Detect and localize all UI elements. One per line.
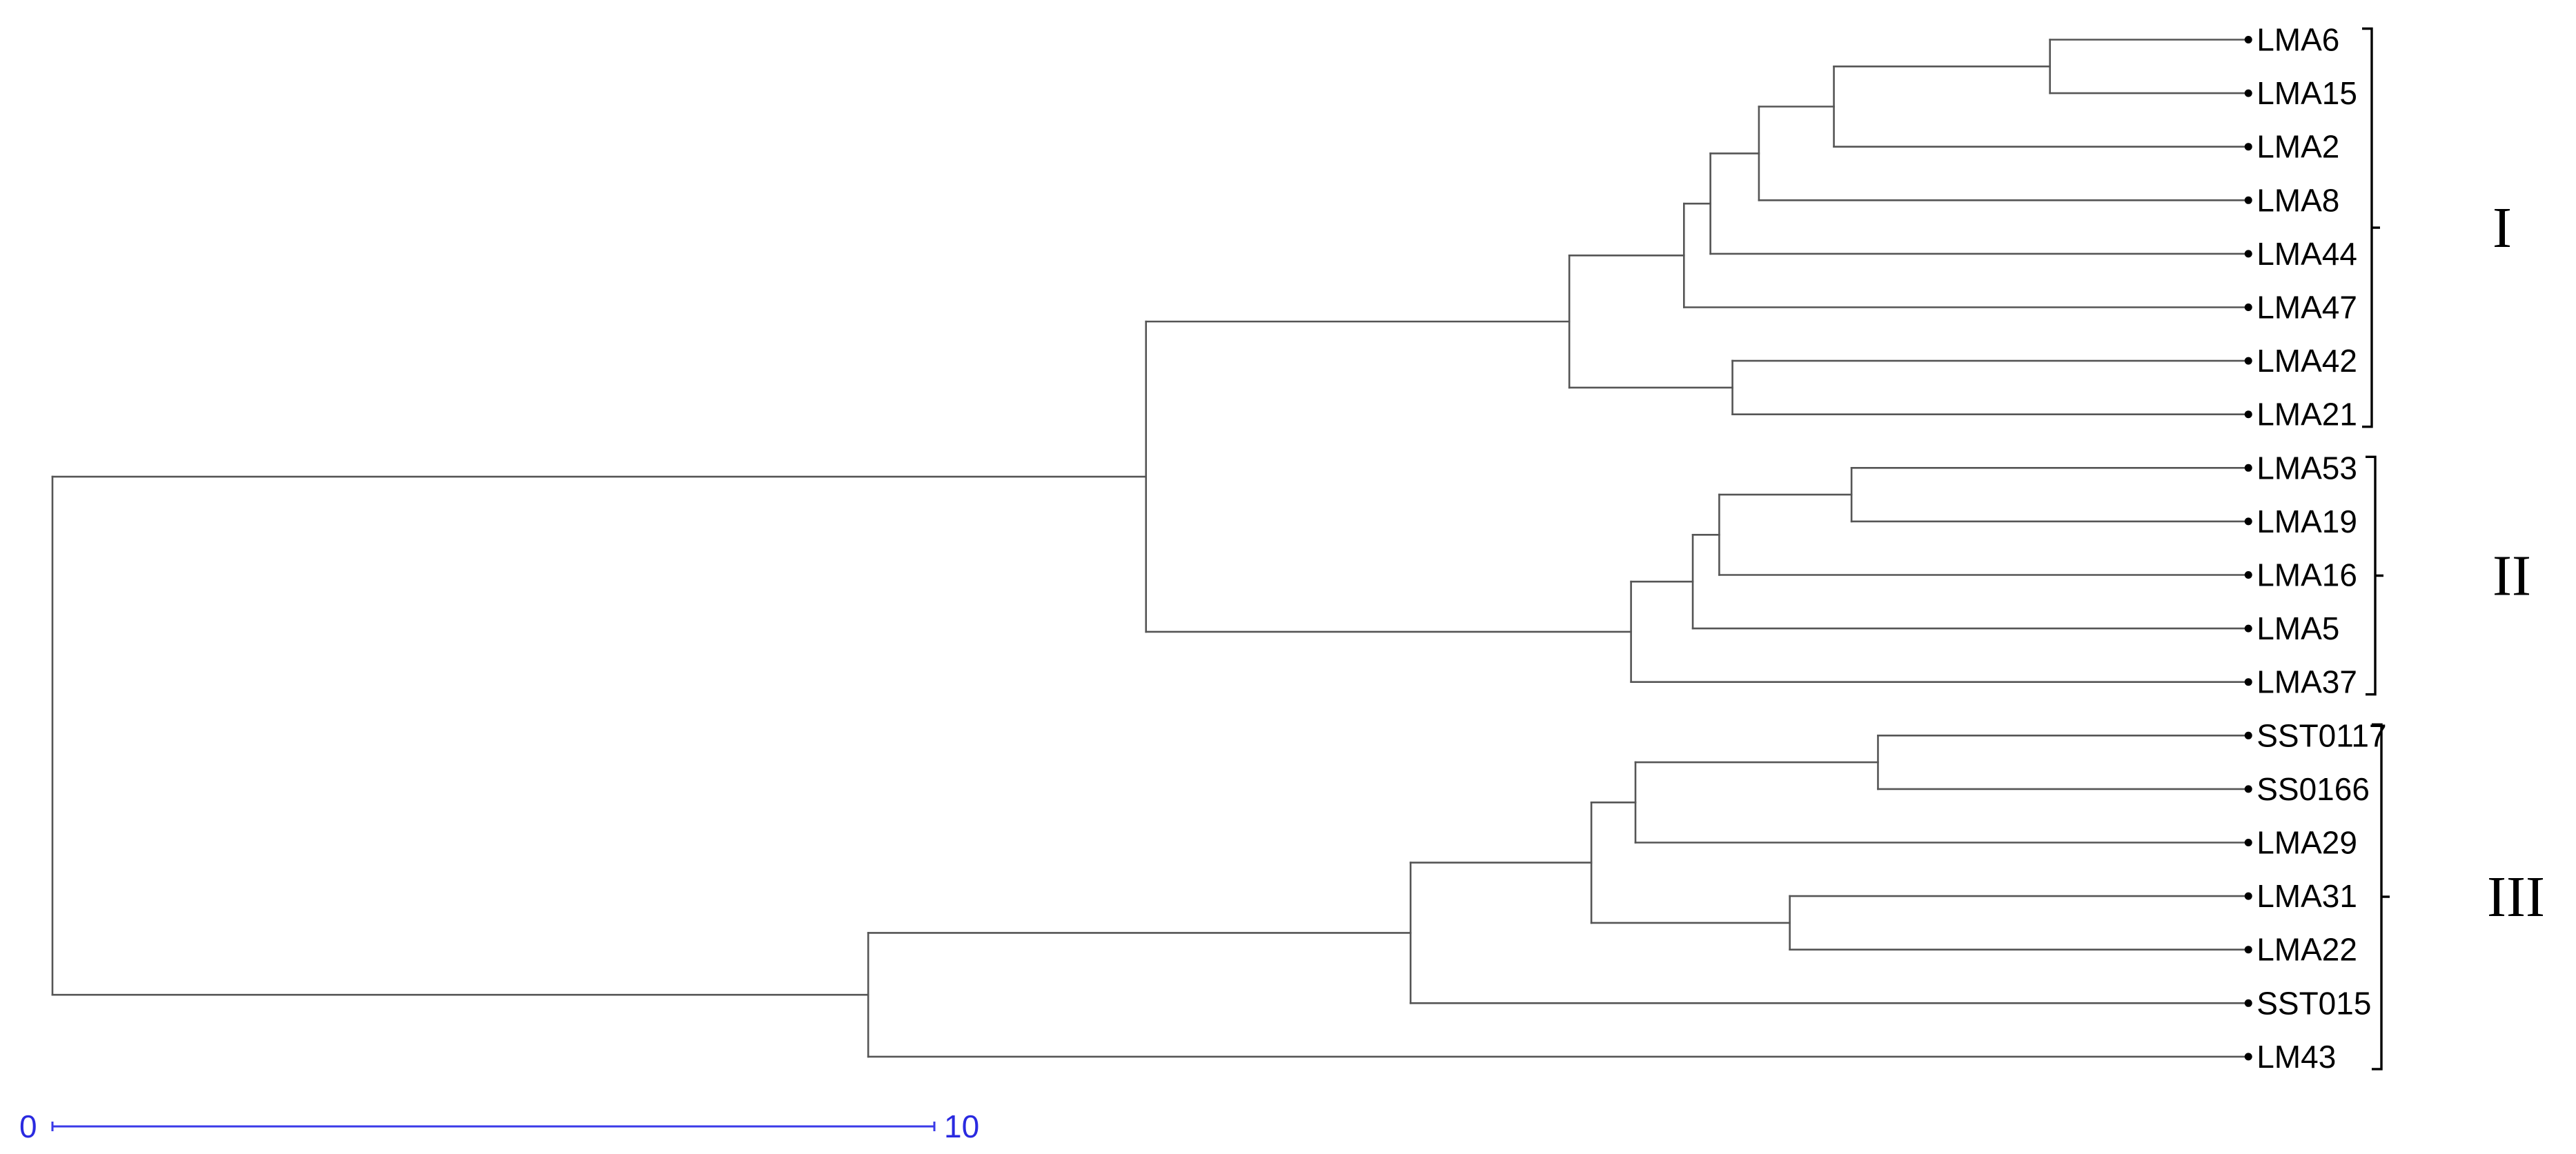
scale-bar-start-label: 0 (19, 1108, 37, 1144)
leaf-dot (2244, 946, 2252, 954)
leaf-label: LMA2 (2257, 129, 2339, 165)
leaf-dot (2244, 571, 2252, 579)
leaf-dot (2244, 731, 2252, 739)
leaf-label: LMA5 (2257, 610, 2339, 646)
leaf-dot (2244, 304, 2252, 311)
leaf-dot (2244, 464, 2252, 472)
leaf-label: LMA22 (2257, 932, 2357, 968)
leaf-label: LMA42 (2257, 343, 2357, 379)
leaf-dot (2244, 839, 2252, 846)
leaf-dot (2244, 785, 2252, 793)
leaf-label: LMA21 (2257, 397, 2357, 432)
dendrogram-branches (51, 39, 2250, 1058)
cluster-bracket (2366, 455, 2383, 696)
leaf-dot (2244, 196, 2252, 204)
leaf-label: LMA6 (2257, 22, 2339, 58)
cluster-label: I (2493, 196, 2512, 260)
scale-bar: 0 10 (19, 1108, 979, 1144)
leaf-label: SS0166 (2257, 771, 2370, 807)
leaf-label: SST0117 (2257, 717, 2386, 753)
leaf-label: LMA8 (2257, 182, 2339, 218)
leaf-dot (2244, 410, 2252, 419)
leaf-dot (2244, 1053, 2252, 1061)
leaf-label: LMA44 (2257, 236, 2357, 272)
leaf-label: LMA15 (2257, 75, 2357, 111)
leaf-label: SST015 (2257, 985, 2371, 1021)
leaf-dot (2244, 678, 2252, 686)
leaf-dot (2244, 143, 2252, 151)
leaf-label: LMA16 (2257, 557, 2357, 593)
leaf-label: LMA53 (2257, 450, 2357, 486)
leaf-dot (2244, 517, 2252, 526)
scale-bar-end-label: 10 (944, 1108, 979, 1144)
cluster-bracket (2362, 27, 2380, 428)
cluster-label: II (2493, 544, 2531, 608)
leaf-dot (2244, 999, 2252, 1007)
leaf-dot (2244, 624, 2252, 633)
leaf-list: LMA6 LMA15 LMA2 LMA8 LMA44 LMA47 LMA42 LMA21 LMA… (2244, 22, 2387, 1075)
leaf-label: LMA37 (2257, 664, 2357, 700)
leaf-label: LMA29 (2257, 825, 2357, 861)
leaf-dot (2244, 89, 2252, 97)
leaf-label: LMA19 (2257, 504, 2357, 539)
leaf-dot (2244, 36, 2252, 43)
cluster-bracket (2372, 723, 2390, 1071)
leaf-dot (2244, 892, 2252, 900)
cluster-label: III (2487, 865, 2545, 929)
leaf-dot (2244, 250, 2252, 258)
leaf-dot (2244, 357, 2252, 365)
leaf-label: LMA31 (2257, 878, 2357, 914)
leaf-label: LMA47 (2257, 290, 2357, 326)
leaf-label: LM43 (2257, 1039, 2336, 1075)
